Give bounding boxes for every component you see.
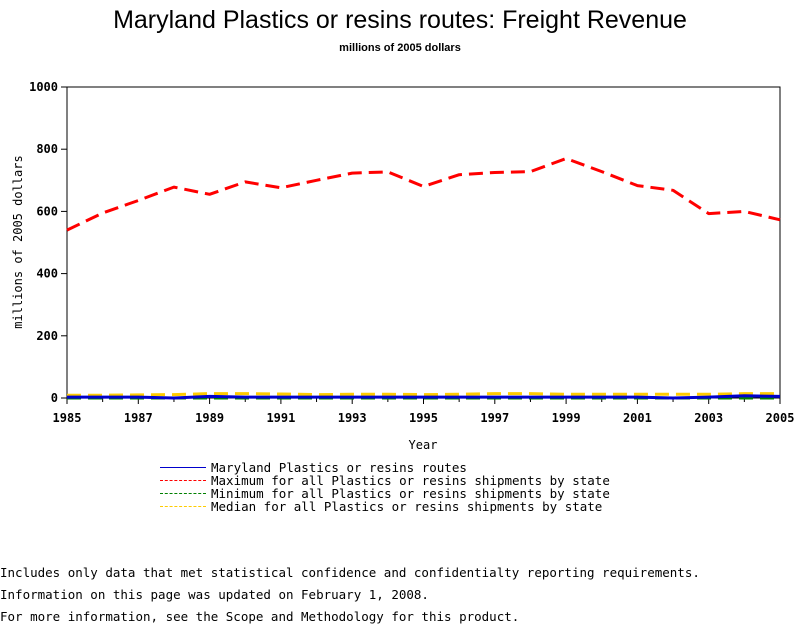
legend-label: Maximum for all Plastics or resins shipm… [211,473,610,488]
x-axis-title: Year [409,438,438,452]
series-layer [66,157,781,400]
legend-swatch [160,480,206,481]
series-line-maryland [67,394,781,400]
legend-label: Minimum for all Plastics or resins shipm… [211,486,610,501]
x-tick-label: 1995 [409,411,438,425]
x-tick-label: 2003 [694,411,723,425]
legend-item-minimum: Minimum for all Plastics or resins shipm… [160,486,610,501]
chart-subtitle: millions of 2005 dollars [339,42,461,54]
footnote-confidence: Includes only data that met statistical … [0,565,700,580]
legend-item-median: Median for all Plastics or resins shipme… [160,499,610,514]
legend-label: Maryland Plastics or resins routes [211,460,467,475]
x-tick-label: 1999 [552,411,581,425]
chart-canvas: 1985 1987 1989 1991 1993 1995 1997 1999 2001 2003… [11,80,795,452]
x-tick-label: 1991 [266,411,295,425]
y-tick-label: 0 [51,391,58,405]
legend-item-maryland: Maryland Plastics or resins routes [160,460,610,475]
y-tick-label: 400 [36,267,58,281]
legend-item-maximum: Maximum for all Plastics or resins shipm… [160,473,610,488]
legend-swatch [160,506,206,507]
legend-label: Median for all Plastics or resins shipme… [211,499,603,514]
y-axis: 0 200 400 600 800 1000 [29,80,67,405]
y-tick-label: 1000 [29,80,58,94]
chart-legend: Maryland Plastics or resins routes Maximu… [160,460,610,514]
x-axis: 1985 1987 1989 1991 1993 1995 1997 1999 2001 2003… [53,398,795,425]
plot-frame [66,86,781,399]
x-tick-label: 1987 [124,411,153,425]
y-tick-label: 800 [36,142,58,156]
update-notice: Information on this page was updated on … [0,587,429,602]
y-tick-label: 200 [36,329,58,343]
series-line-median [67,392,780,397]
footnote-methodology: For more information, see the Scope and … [0,609,520,624]
chart-title: Maryland Plastics or resins routes: Frei… [113,6,687,34]
y-tick-label: 600 [36,204,58,218]
legend-swatch [160,467,206,468]
x-tick-label: 1985 [53,411,82,425]
x-tick-label: 1997 [480,411,509,425]
x-tick-label: 1993 [338,411,367,425]
series-line-maximum [66,157,781,232]
x-tick-label: 2001 [623,411,652,425]
legend-swatch [160,493,206,494]
x-tick-label: 2005 [766,411,795,425]
y-axis-title: millions of 2005 dollars [11,155,25,328]
x-tick-label: 1989 [195,411,224,425]
